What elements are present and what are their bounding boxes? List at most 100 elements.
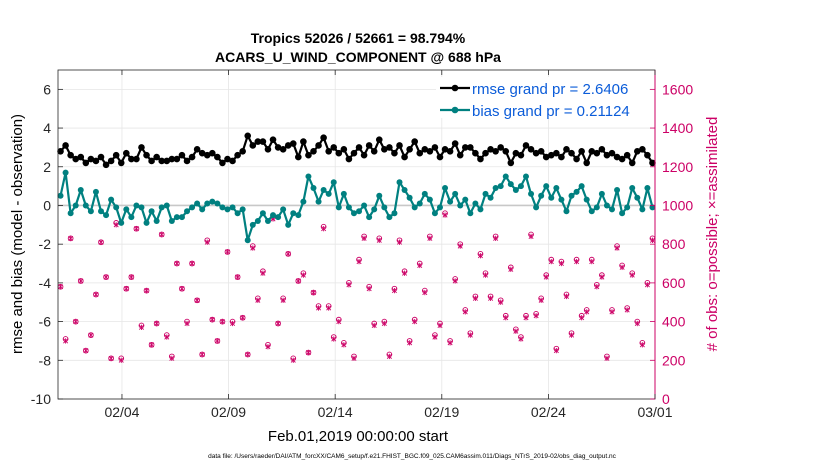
obs-assimilated-marker	[144, 287, 150, 294]
bias-point	[366, 214, 373, 221]
obs-assimilated-marker	[179, 286, 185, 292]
obs-assimilated-marker	[412, 318, 418, 325]
obs-assimilated-marker	[548, 258, 554, 265]
left-tick-label: 4	[43, 120, 51, 136]
rmse-point	[193, 146, 201, 153]
obs-assimilated-marker	[614, 245, 620, 251]
bias-point	[305, 173, 312, 180]
bias-point	[391, 210, 398, 217]
bias-point	[249, 221, 256, 228]
series-lines	[57, 132, 656, 244]
obs-assimilated-marker	[508, 266, 514, 272]
rmse-point	[315, 142, 322, 149]
rmse-point	[512, 149, 520, 157]
obs-assimilated-marker	[523, 315, 529, 321]
bias-point	[376, 192, 383, 199]
obs-assimilated-marker	[558, 260, 564, 267]
rmse-point	[522, 142, 530, 149]
obs-assimilated-marker	[164, 334, 170, 340]
bias-point	[411, 204, 418, 211]
bias-point	[538, 192, 545, 199]
rmse-point	[274, 144, 282, 151]
rmse-point	[553, 149, 560, 157]
rmse-point	[234, 151, 241, 159]
bias-point	[644, 185, 651, 192]
rmse-point	[472, 149, 479, 157]
left-tick-label: -10	[31, 391, 51, 407]
bias-point	[568, 192, 575, 199]
left-tick-label: -8	[39, 352, 52, 368]
obs-assimilated-marker	[386, 353, 392, 360]
bias-point	[335, 204, 342, 211]
bias-point	[194, 200, 201, 207]
rmse-point	[578, 147, 585, 155]
rmse-point	[163, 157, 171, 165]
bias-point	[548, 194, 555, 201]
bias-point	[239, 206, 246, 213]
obs-assimilated-marker	[553, 347, 559, 354]
rmse-point	[264, 146, 272, 153]
obs-assimilated-marker	[128, 274, 134, 280]
obs-assimilated-marker	[189, 260, 195, 267]
rmse-point	[477, 155, 484, 163]
bias-point	[128, 214, 135, 221]
right-tick-label: 600	[662, 275, 686, 291]
bias-point	[543, 183, 550, 190]
bias-point	[77, 186, 84, 193]
bias-point	[629, 185, 636, 192]
right-tick-label: 1600	[662, 81, 693, 97]
obs-assimilated-marker	[634, 320, 640, 327]
right-axis-ticks: 1600 1400 1200 1000 800 600 400 200 0	[650, 70, 693, 407]
rmse-point	[593, 149, 601, 157]
obs-assimilated-marker	[169, 355, 175, 361]
x-axis-ticks: 02/04 02/09 02/14 02/19 02/24 03/01	[104, 70, 673, 420]
bias-point	[371, 206, 378, 213]
obs-assimilated-marker	[113, 222, 119, 228]
obs-assimilated-marker	[407, 340, 413, 346]
x-tick-label: 02/14	[318, 404, 353, 420]
rmse-point	[178, 151, 186, 159]
bias-point	[285, 221, 292, 228]
obs-assimilated-marker	[326, 305, 332, 311]
bias-point	[189, 204, 196, 211]
obs-assimilated-marker	[98, 239, 104, 245]
bias-point	[244, 237, 251, 244]
rmse-point	[138, 144, 145, 151]
bias-point	[533, 204, 540, 211]
bias-point	[482, 190, 489, 197]
bias-point	[381, 204, 388, 211]
bias-point	[315, 198, 322, 205]
rmse-point	[320, 134, 327, 142]
left-tick-label: 2	[43, 159, 51, 175]
rmse-point	[239, 147, 246, 155]
rmse-point	[300, 138, 307, 145]
bias-point	[639, 206, 646, 213]
bias-point	[553, 185, 560, 192]
rmse-point	[360, 151, 368, 159]
legend-rmse-label: rmse grand pr = 2.6406	[472, 81, 628, 98]
bias-point	[123, 206, 130, 213]
rmse-point	[431, 144, 439, 151]
x-tick-label: 02/09	[211, 404, 246, 420]
obs-assimilated-marker	[300, 272, 306, 278]
obs-assimilated-marker	[528, 233, 534, 240]
bias-point	[234, 210, 241, 217]
rmse-point	[401, 153, 408, 161]
bias-point	[173, 214, 180, 221]
bias-point	[229, 204, 236, 211]
bias-point	[502, 173, 509, 180]
rmse-point	[583, 159, 590, 167]
bias-point	[477, 206, 484, 213]
bias-point	[310, 185, 317, 192]
rmse-point	[350, 149, 358, 157]
x-tick-label: 02/19	[424, 404, 459, 420]
bias-point	[593, 204, 600, 211]
rmse-point	[183, 157, 191, 165]
obs-assimilated-marker	[123, 286, 129, 292]
obs-assimilated-marker	[103, 274, 109, 280]
rmse-point	[467, 144, 474, 151]
legend-bias-marker	[451, 106, 459, 114]
obs-assimilated-marker	[159, 231, 165, 238]
bias-point	[356, 208, 363, 215]
obs-assimilated-marker	[498, 299, 504, 305]
